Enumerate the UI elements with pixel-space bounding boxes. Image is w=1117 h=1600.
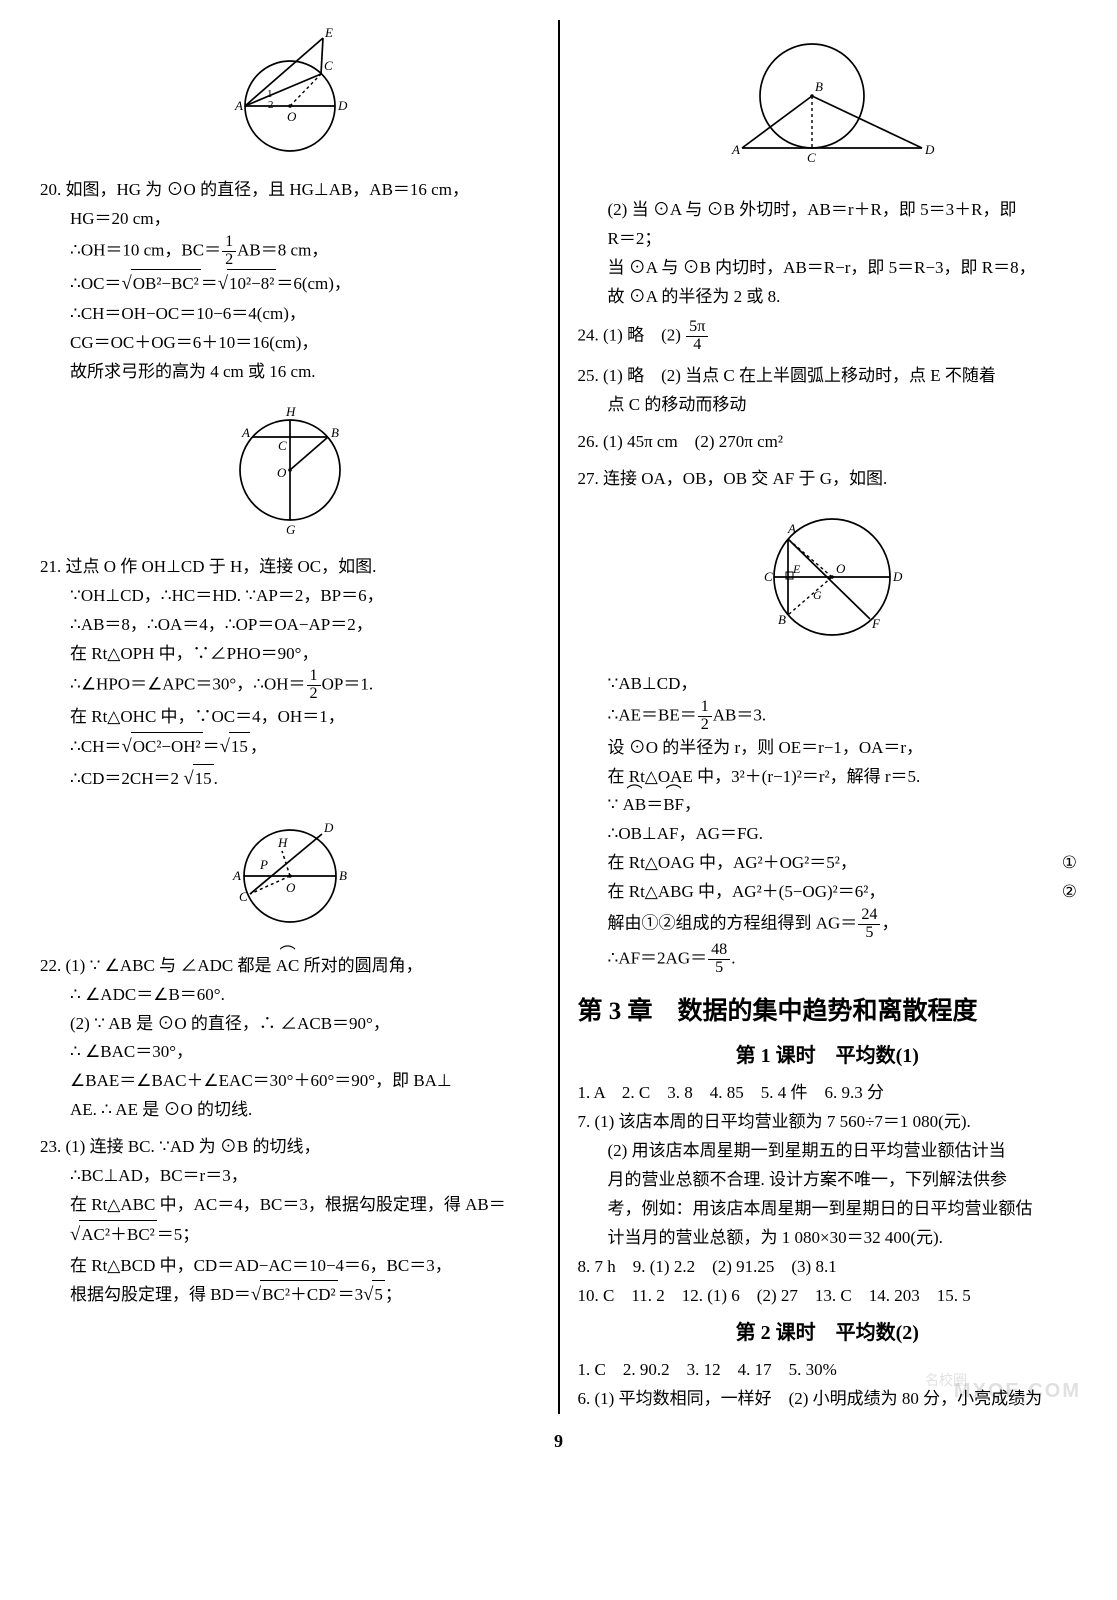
q23-l3: 在 Rt△ABC 中，AC＝4，BC＝3，根据勾股定理，得 AB＝ <box>40 1191 540 1220</box>
figure-21: A B C D H O P <box>40 804 540 944</box>
svg-text:O: O <box>286 880 296 895</box>
svg-text:P: P <box>259 857 268 872</box>
q22-l6: AE. ∴ AE 是 ⊙O 的切线. <box>40 1096 540 1125</box>
svg-text:A: A <box>232 868 241 883</box>
svg-text:B: B <box>331 425 339 440</box>
problem-25: 25. (1) 略 (2) 当点 C 在上半圆弧上移动时，点 E 不随着 点 C… <box>578 362 1078 420</box>
q20-l7: 故所求弓形的高为 4 cm 或 16 cm. <box>40 358 540 387</box>
q23-l1: (1) 连接 BC. ∵AD 为 ⊙B 的切线， <box>66 1137 321 1156</box>
figure-19: A C D E O 1 2 <box>40 28 540 168</box>
svg-text:C: C <box>239 889 248 904</box>
svg-text:C: C <box>764 569 773 584</box>
problem-27: 27. 连接 OA，OB，OB 交 AF 于 G，如图. A B C D E <box>578 465 1078 977</box>
svg-text:A: A <box>731 142 740 157</box>
q23b-l4: 故 ⊙A 的半径为 2 或 8. <box>578 283 1078 312</box>
svg-text:C: C <box>807 150 816 165</box>
q21-l7a: ∴CH＝ <box>70 737 121 756</box>
figure-23: A B C D <box>578 28 1078 188</box>
svg-text:D: D <box>892 569 903 584</box>
svg-text:D: D <box>924 142 935 157</box>
q22-l5: ∠BAE＝∠BAC＋∠EAC＝30°＋60°＝90°，即 BA⊥ <box>40 1067 540 1096</box>
figure-20: A B C G H O <box>40 395 540 545</box>
problem-23b: (2) 当 ⊙A 与 ⊙B 外切时，AB＝r＋R，即 5＝3＋R，即 R＝2； … <box>578 196 1078 312</box>
q20-l3a: ∴OH＝10 cm，BC＝ <box>70 240 221 259</box>
problem-24: 24. (1) 略 (2) 5π4 <box>578 319 1078 354</box>
problem-23a: 23. (1) 连接 BC. ∵AD 为 ⊙B 的切线， ∴BC⊥AD，BC＝r… <box>40 1133 540 1312</box>
q22-l3: (2) ∵ AB 是 ⊙O 的直径，∴ ∠ACB＝90°， <box>40 1010 540 1039</box>
svg-text:D: D <box>337 98 348 113</box>
svg-text:H: H <box>285 404 296 419</box>
q21-l1: 过点 O 作 OH⊥CD 于 H，连接 OC，如图. <box>66 557 377 576</box>
left-column: A C D E O 1 2 20. 如图，HG 为 ⊙O 的直径，且 HG⊥AB… <box>30 20 560 1414</box>
svg-text:O: O <box>836 561 846 576</box>
right-column: A B C D (2) 当 ⊙A 与 ⊙B 外切时，AB＝r＋R，即 5＝3＋R… <box>560 20 1088 1414</box>
lesson1-answers-1: 1. A 2. C 3. 8 4. 85 5. 4 件 6. 9.3 分 <box>578 1079 1078 1108</box>
svg-text:A: A <box>234 98 243 113</box>
chapter-3-title: 第 3 章 数据的集中趋势和离散程度 <box>578 991 1078 1034</box>
q22-number: 22. <box>40 956 61 975</box>
q23b-l3: 当 ⊙A 与 ⊙B 内切时，AB＝R−r，即 5＝R−3，即 R＝8， <box>578 254 1078 283</box>
svg-text:2: 2 <box>268 99 274 111</box>
svg-text:B: B <box>778 612 786 627</box>
q23-l5: 在 Rt△BCD 中，CD＝AD−AC＝10−4＝6，BC＝3， <box>40 1252 540 1281</box>
watermark-text: MXQE.COM <box>954 1374 1081 1408</box>
svg-text:C: C <box>324 58 333 73</box>
svg-text:C: C <box>278 438 287 453</box>
lesson-2-title: 第 2 课时 平均数(2) <box>578 1316 1078 1350</box>
q20-l4a: ∴OC＝ <box>70 274 121 293</box>
lesson1-q7e: 计当月的营业总额，为 1 080×30＝32 400(元). <box>578 1224 1078 1253</box>
q21-l4: 在 Rt△OPH 中，∵∠PHO＝90°， <box>40 640 540 669</box>
svg-text:O: O <box>287 109 297 124</box>
svg-text:G: G <box>286 522 296 535</box>
lesson1-q7a: 7. (1) 该店本周的日平均营业额为 7 560÷7＝1 080(元). <box>578 1108 1078 1137</box>
svg-text:A: A <box>241 425 250 440</box>
q21-l6: 在 Rt△OHC 中，∵OC＝4，OH＝1， <box>40 703 540 732</box>
lesson-1-title: 第 1 课时 平均数(1) <box>578 1039 1078 1073</box>
q22-l4: ∴ ∠BAC＝30°， <box>40 1038 540 1067</box>
q21-l5a: ∴∠HPO＝∠APC＝30°，∴OH＝ <box>70 675 306 694</box>
q20-l5: ∴CH＝OH−OC＝10−6＝4(cm)， <box>40 300 540 329</box>
eqn-marker-2: ② <box>1062 878 1077 907</box>
q23b-l2: R＝2； <box>578 225 1078 254</box>
q20-line2: HG＝20 cm， <box>40 205 540 234</box>
q23b-l1: (2) 当 ⊙A 与 ⊙B 外切时，AB＝r＋R，即 5＝3＋R，即 <box>578 196 1078 225</box>
lesson1-q7d: 考，例如：用该店本周星期一到星期日的日平均营业额估 <box>578 1195 1078 1224</box>
svg-text:B: B <box>815 79 823 94</box>
problem-26: 26. (1) 45π cm (2) 270π cm² <box>578 428 1078 457</box>
lesson1-q7b: (2) 用该店本周星期一到星期五的日平均营业额估计当 <box>578 1137 1078 1166</box>
q21-l8a: ∴CD＝2CH＝2 <box>70 769 179 788</box>
q21-l3: ∴AB＝8，∴OA＝4，∴OP＝OA−AP＝2， <box>40 611 540 640</box>
q22-l1b: 所对的圆周角， <box>299 956 422 975</box>
q23-number: 23. <box>40 1137 61 1156</box>
q22-l2: ∴ ∠ADC＝∠B＝60°. <box>40 981 540 1010</box>
problem-21: 21. 过点 O 作 OH⊥CD 于 H，连接 OC，如图. ∵OH⊥CD，∴H… <box>40 553 540 944</box>
lesson1-q7c: 月的营业总额不合理. 设计方案不唯一，下列解法供参 <box>578 1166 1078 1195</box>
q20-line1: 如图，HG 为 ⊙O 的直径，且 HG⊥AB，AB＝16 cm， <box>66 180 469 199</box>
eqn-marker-1: ① <box>1062 849 1077 878</box>
svg-text:D: D <box>323 820 334 835</box>
q20-number: 20. <box>40 180 61 199</box>
svg-text:O: O <box>277 465 287 480</box>
lesson1-answers-8: 8. 7 h 9. (1) 2.2 (2) 91.25 (3) 8.1 <box>578 1253 1078 1282</box>
problem-22: 22. (1) ∵ ∠ABC 与 ∠ADC 都是 AC 所对的圆周角， ∴ ∠A… <box>40 952 540 1125</box>
svg-text:E: E <box>324 28 333 40</box>
q21-number: 21. <box>40 557 61 576</box>
svg-text:A: A <box>787 521 796 536</box>
q22-l1a: (1) ∵ ∠ABC 与 ∠ADC 都是 <box>66 956 276 975</box>
svg-text:B: B <box>339 868 347 883</box>
figure-27: A B C D E F G O <box>578 502 1078 662</box>
q21-l2: ∵OH⊥CD，∴HC＝HD. ∵AP＝2，BP＝6， <box>40 582 540 611</box>
q23-l2: ∴BC⊥AD，BC＝r＝3， <box>40 1162 540 1191</box>
svg-text:G: G <box>813 588 822 602</box>
lesson1-answers-10: 10. C 11. 2 12. (1) 6 (2) 27 13. C 14. 2… <box>578 1282 1078 1311</box>
svg-text:H: H <box>277 835 288 850</box>
svg-text:E: E <box>792 562 801 576</box>
page-number: 9 <box>30 1426 1087 1457</box>
svg-text:F: F <box>871 616 881 631</box>
q20-l3b: AB＝8 cm， <box>237 240 328 259</box>
q21-l5b: OP＝1. <box>322 675 373 694</box>
q20-l6: CG＝OC＋OG＝6＋10＝16(cm)， <box>40 329 540 358</box>
problem-20: 20. 如图，HG 为 ⊙O 的直径，且 HG⊥AB，AB＝16 cm， HG＝… <box>40 176 540 545</box>
